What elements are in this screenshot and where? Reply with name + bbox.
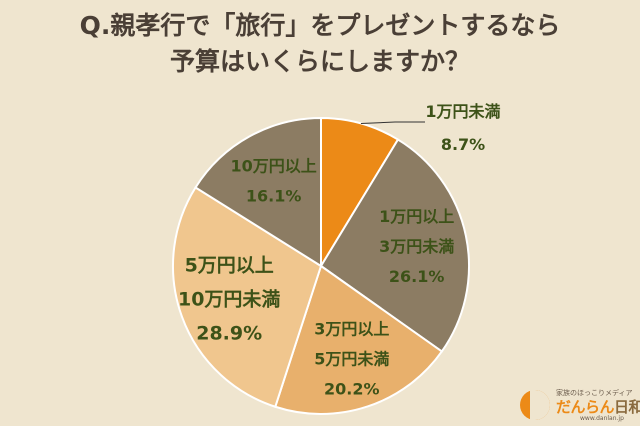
chart-title-line-1: Q.親孝行で「旅行」をプレゼントするなら <box>79 11 561 40</box>
chart-title: Q.親孝行で「旅行」をプレゼントするなら 予算はいくらにしますか？ <box>0 8 640 80</box>
slice-category-label: 1万円未満 <box>425 102 500 121</box>
logo-brand-part1: だんらん <box>556 398 615 416</box>
pie-slice <box>274 264 444 415</box>
chart-title-line-2: 予算はいくらにしますか？ <box>169 47 470 76</box>
slice-value-label: 28.9% <box>196 322 262 344</box>
slice-category-label: 3万円未満 <box>379 237 454 256</box>
pie-slice <box>172 186 323 409</box>
logo-mark-icon <box>520 390 550 420</box>
logo-tagline: 家族のほっこりメディア <box>556 389 633 397</box>
logo-brand: だんらん日和 <box>556 396 640 417</box>
danran-biyori-logo: 家族のほっこりメディア だんらん日和 www.danlan.jp <box>520 384 640 424</box>
logo-url: www.danlan.jp <box>580 415 624 422</box>
leader-line <box>360 121 425 124</box>
slice-category-label: 3万円以上 <box>314 320 389 339</box>
pie-labels: 1万円未満 8.7% 1万円以上 3万円未満 26.1% 3万円以上 5万円未満 20.2% 5… <box>178 102 501 399</box>
slice-value-label: 8.7% <box>441 135 485 154</box>
slice-value-label: 20.2% <box>324 380 380 399</box>
slice-category-label: 10万円以上 <box>231 157 317 176</box>
slice-category-label: 5万円未満 <box>314 350 389 369</box>
slice-value-label: 26.1% <box>389 267 445 286</box>
slice-value-label: 16.1% <box>246 187 302 206</box>
pie-slices <box>172 116 470 415</box>
logo-brand-part2: 日和 <box>614 398 640 416</box>
pie-slice <box>194 116 322 268</box>
slice-category-label: 1万円以上 <box>379 207 454 226</box>
pie-slice <box>319 138 470 353</box>
slice-category-label: 10万円未満 <box>178 287 280 310</box>
slice-category-label: 5万円以上 <box>185 254 274 276</box>
